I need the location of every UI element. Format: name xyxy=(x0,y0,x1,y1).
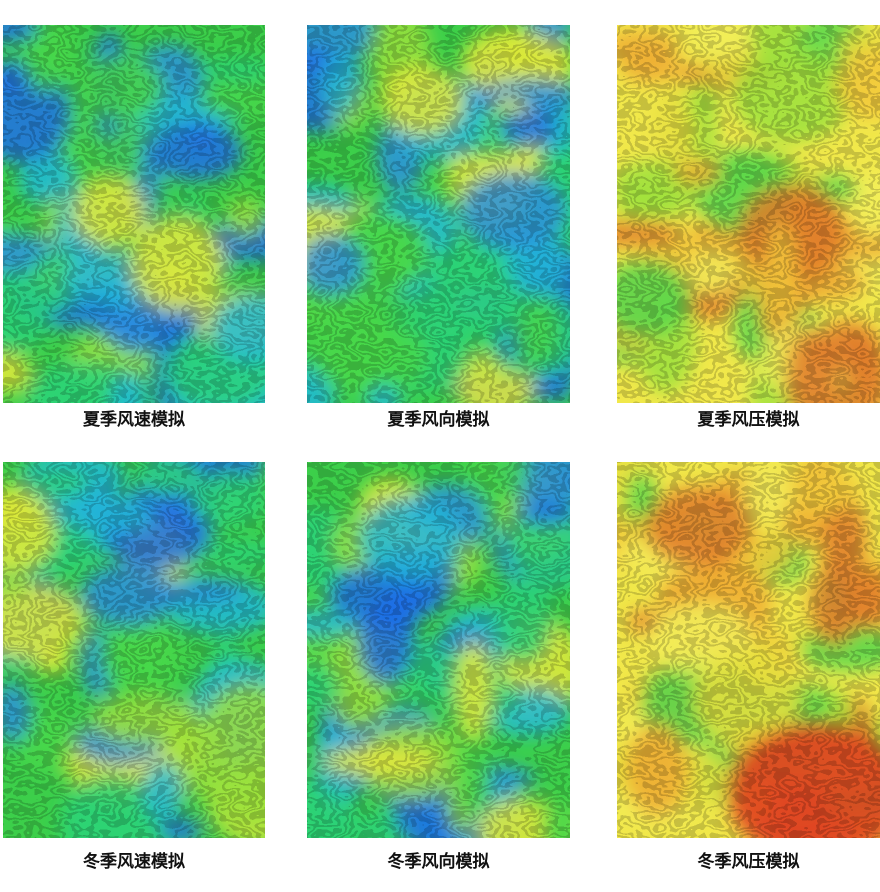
map xyxy=(617,462,880,838)
contour-lines xyxy=(307,462,570,838)
caption: 夏季风速模拟 xyxy=(83,409,185,430)
map-panel: 冬季风向模拟 xyxy=(307,462,570,872)
contour-lines xyxy=(617,462,880,838)
map xyxy=(307,462,570,838)
map xyxy=(3,462,265,838)
caption: 冬季风速模拟 xyxy=(83,851,185,872)
caption: 夏季风向模拟 xyxy=(388,409,490,430)
contour-lines xyxy=(617,25,880,403)
map-panel: 冬季风压模拟 xyxy=(617,462,880,872)
map xyxy=(3,25,265,403)
contour-lines xyxy=(3,25,265,403)
contour-lines xyxy=(3,462,265,838)
map xyxy=(307,25,570,403)
caption: 冬季风向模拟 xyxy=(388,851,490,872)
map-panel: 夏季风速模拟 xyxy=(3,25,265,430)
caption: 夏季风压模拟 xyxy=(698,409,800,430)
map xyxy=(617,25,880,403)
map-panel: 冬季风速模拟 xyxy=(3,462,265,872)
map-panel: 夏季风压模拟 xyxy=(617,25,880,430)
map-panel: 夏季风向模拟 xyxy=(307,25,570,430)
caption: 冬季风压模拟 xyxy=(698,851,800,872)
contour-lines xyxy=(307,25,570,403)
